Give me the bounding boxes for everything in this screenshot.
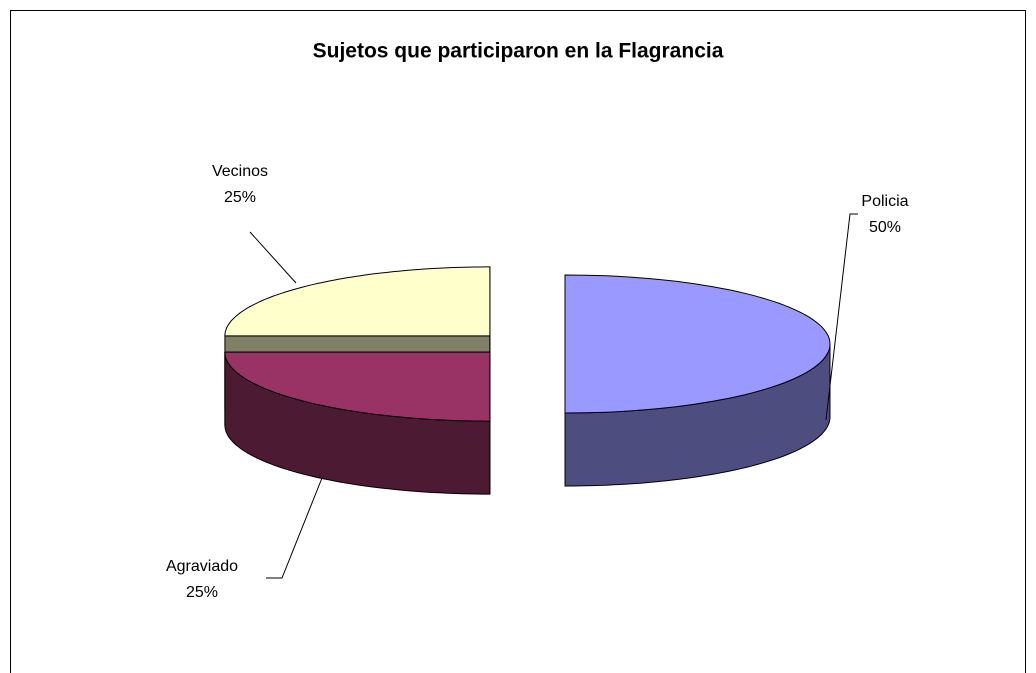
slice-label: Agraviado — [166, 558, 238, 575]
slice-top — [564, 274, 831, 414]
slice-value-label: 25% — [224, 189, 256, 206]
pie — [224, 266, 831, 495]
leader-line — [825, 213, 858, 421]
leader-line — [266, 477, 323, 579]
slice-value-label: 25% — [186, 584, 218, 601]
leader-line — [249, 231, 297, 284]
slice-label: Policia — [861, 193, 908, 210]
slice-top — [224, 266, 491, 337]
slice-label: Vecinos — [212, 163, 268, 180]
chart-frame — [10, 10, 1026, 673]
slice-value-label: 50% — [869, 219, 901, 236]
slice-top — [224, 351, 491, 422]
chart-title: Sujetos que participaron en la Flagranci… — [313, 40, 724, 63]
